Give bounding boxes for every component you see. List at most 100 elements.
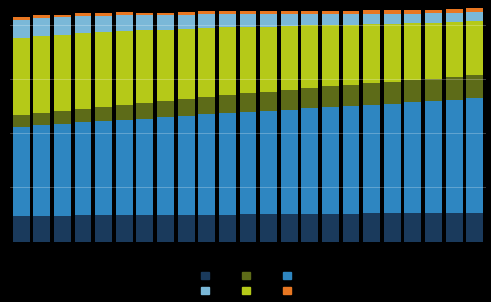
Bar: [240, 214, 256, 242]
Bar: [384, 10, 401, 14]
Bar: [33, 113, 50, 125]
Bar: [363, 214, 380, 242]
Bar: [157, 215, 174, 242]
Bar: [260, 214, 277, 242]
Bar: [198, 214, 215, 242]
Bar: [240, 112, 256, 214]
Bar: [13, 17, 29, 20]
Bar: [54, 15, 71, 18]
Bar: [466, 21, 483, 76]
Bar: [384, 24, 401, 82]
Bar: [178, 215, 194, 242]
Bar: [260, 111, 277, 214]
Bar: [178, 99, 194, 116]
Bar: [54, 18, 71, 35]
Bar: [363, 14, 380, 24]
Bar: [260, 14, 277, 27]
Bar: [301, 88, 318, 108]
Bar: [95, 121, 112, 215]
Bar: [384, 214, 401, 242]
Bar: [95, 32, 112, 107]
Bar: [33, 18, 50, 36]
Bar: [466, 98, 483, 213]
Bar: [425, 10, 442, 13]
Bar: [178, 15, 194, 29]
Bar: [446, 13, 463, 22]
Bar: [33, 125, 50, 216]
Bar: [405, 14, 421, 23]
Bar: [322, 11, 339, 14]
Bar: [322, 214, 339, 242]
Bar: [281, 90, 298, 110]
Bar: [136, 103, 153, 119]
Bar: [75, 215, 91, 242]
Bar: [343, 106, 359, 214]
Bar: [54, 35, 71, 111]
Bar: [301, 25, 318, 88]
Bar: [178, 29, 194, 99]
Bar: [219, 14, 236, 27]
Bar: [178, 12, 194, 15]
Bar: [13, 38, 29, 115]
Bar: [322, 86, 339, 107]
Bar: [301, 14, 318, 25]
Bar: [116, 15, 133, 31]
Bar: [116, 105, 133, 120]
Bar: [301, 108, 318, 214]
Bar: [260, 11, 277, 14]
Bar: [363, 24, 380, 83]
Bar: [136, 215, 153, 242]
Bar: [54, 124, 71, 216]
Bar: [405, 102, 421, 213]
Bar: [219, 11, 236, 14]
Bar: [240, 11, 256, 14]
Bar: [136, 13, 153, 15]
Bar: [405, 23, 421, 80]
Bar: [405, 10, 421, 14]
Bar: [157, 15, 174, 30]
Bar: [466, 8, 483, 12]
Bar: [198, 97, 215, 114]
Bar: [281, 26, 298, 90]
Bar: [136, 119, 153, 215]
Bar: [198, 14, 215, 28]
Bar: [466, 213, 483, 242]
Bar: [13, 216, 29, 242]
Bar: [446, 22, 463, 77]
Bar: [75, 16, 91, 33]
Bar: [136, 31, 153, 103]
Bar: [178, 116, 194, 215]
Bar: [363, 10, 380, 14]
Bar: [157, 101, 174, 117]
Bar: [198, 114, 215, 214]
Bar: [240, 27, 256, 93]
Bar: [466, 76, 483, 98]
Bar: [75, 33, 91, 109]
Bar: [260, 92, 277, 111]
Bar: [13, 20, 29, 38]
Bar: [425, 213, 442, 242]
Bar: [13, 127, 29, 216]
Bar: [301, 214, 318, 242]
Bar: [425, 13, 442, 23]
Bar: [33, 15, 50, 18]
Bar: [425, 23, 442, 79]
Bar: [157, 13, 174, 15]
Bar: [446, 213, 463, 242]
Bar: [136, 15, 153, 31]
Bar: [95, 107, 112, 121]
Bar: [95, 13, 112, 15]
Bar: [219, 113, 236, 214]
Bar: [240, 14, 256, 27]
Bar: [33, 36, 50, 113]
Bar: [95, 15, 112, 32]
Bar: [116, 12, 133, 15]
Bar: [343, 214, 359, 242]
Bar: [281, 14, 298, 26]
Bar: [116, 31, 133, 105]
Bar: [219, 95, 236, 113]
Bar: [343, 25, 359, 85]
Bar: [425, 101, 442, 213]
Bar: [116, 215, 133, 242]
Bar: [75, 122, 91, 215]
